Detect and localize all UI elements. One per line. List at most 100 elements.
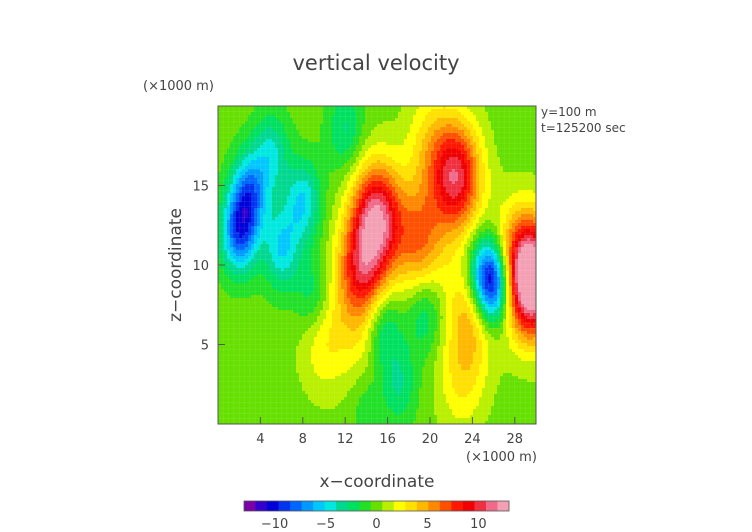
field-cell xyxy=(353,178,357,182)
field-cell xyxy=(410,232,414,236)
field-cell xyxy=(266,151,270,155)
field-cell xyxy=(464,157,468,161)
field-cell xyxy=(467,217,471,221)
field-cell xyxy=(308,244,312,248)
field-cell xyxy=(293,202,297,206)
field-cell xyxy=(365,133,369,137)
field-cell xyxy=(515,205,519,209)
field-cell xyxy=(503,157,507,161)
field-cell xyxy=(314,238,318,242)
field-cell xyxy=(386,232,390,236)
field-cell xyxy=(248,157,252,161)
field-cell xyxy=(368,223,372,227)
field-cell xyxy=(452,154,456,158)
field-cell xyxy=(473,190,477,194)
field-cell xyxy=(422,118,426,122)
field-cell xyxy=(473,160,477,164)
field-cell xyxy=(329,154,333,158)
field-cell xyxy=(485,190,489,194)
field-cell xyxy=(260,244,264,248)
field-cell xyxy=(347,127,351,131)
field-cell xyxy=(218,115,222,119)
field-cell xyxy=(512,202,516,206)
field-cell xyxy=(290,193,294,197)
field-cell xyxy=(299,205,303,209)
field-cell xyxy=(488,220,492,224)
field-cell xyxy=(338,205,342,209)
field-cell xyxy=(464,184,468,188)
field-cell xyxy=(404,202,408,206)
field-cell xyxy=(335,184,339,188)
field-cell xyxy=(488,139,492,143)
field-cell xyxy=(326,160,330,164)
field-cell xyxy=(524,211,528,215)
field-cell xyxy=(386,241,390,245)
field-cell xyxy=(338,148,342,152)
field-cell xyxy=(332,202,336,206)
field-cell xyxy=(473,244,477,248)
field-cell xyxy=(437,163,441,167)
field-cell xyxy=(401,217,405,221)
field-cell xyxy=(470,172,474,176)
field-cell xyxy=(305,211,309,215)
field-cell xyxy=(452,115,456,119)
field-cell xyxy=(467,196,471,200)
field-cell xyxy=(350,181,354,185)
field-cell xyxy=(506,151,510,155)
field-cell xyxy=(425,148,429,152)
field-cell xyxy=(431,139,435,143)
field-cell xyxy=(377,190,381,194)
field-cell xyxy=(398,172,402,176)
field-cell xyxy=(221,175,225,179)
field-cell xyxy=(425,106,429,110)
field-cell xyxy=(326,238,330,242)
field-cell xyxy=(344,166,348,170)
field-cell xyxy=(239,175,243,179)
field-cell xyxy=(503,244,507,248)
field-cell xyxy=(344,169,348,173)
field-cell xyxy=(344,145,348,149)
field-cell xyxy=(218,175,222,179)
field-cell xyxy=(488,112,492,116)
field-cell xyxy=(482,244,486,248)
field-cell xyxy=(221,247,225,251)
field-cell xyxy=(500,163,504,167)
field-cell xyxy=(323,172,327,176)
field-cell xyxy=(332,226,336,230)
field-cell xyxy=(263,169,267,173)
field-cell xyxy=(383,115,387,119)
field-cell xyxy=(239,112,243,116)
field-cell xyxy=(446,232,450,236)
field-cell xyxy=(455,208,459,212)
field-cell xyxy=(518,133,522,137)
field-cell xyxy=(449,214,453,218)
field-cell xyxy=(269,127,273,131)
field-cell xyxy=(356,238,360,242)
field-cell xyxy=(350,196,354,200)
field-cell xyxy=(374,214,378,218)
field-cell xyxy=(233,154,237,158)
field-cell xyxy=(299,244,303,248)
field-cell xyxy=(242,106,246,110)
field-cell xyxy=(338,226,342,230)
field-cell xyxy=(329,199,333,203)
field-cell xyxy=(221,232,225,236)
field-cell xyxy=(476,232,480,236)
field-cell xyxy=(503,139,507,143)
field-cell xyxy=(413,118,417,122)
field-cell xyxy=(230,106,234,110)
field-cell xyxy=(389,211,393,215)
field-cell xyxy=(353,145,357,149)
field-cell xyxy=(275,220,279,224)
field-cell xyxy=(512,115,516,119)
field-cell xyxy=(428,178,432,182)
field-cell xyxy=(467,142,471,146)
field-cell xyxy=(242,199,246,203)
field-cell xyxy=(377,172,381,176)
field-cell xyxy=(386,121,390,125)
field-cell xyxy=(335,175,339,179)
field-cell xyxy=(281,181,285,185)
field-cell xyxy=(512,109,516,113)
field-cell xyxy=(266,214,270,218)
field-cell xyxy=(233,118,237,122)
